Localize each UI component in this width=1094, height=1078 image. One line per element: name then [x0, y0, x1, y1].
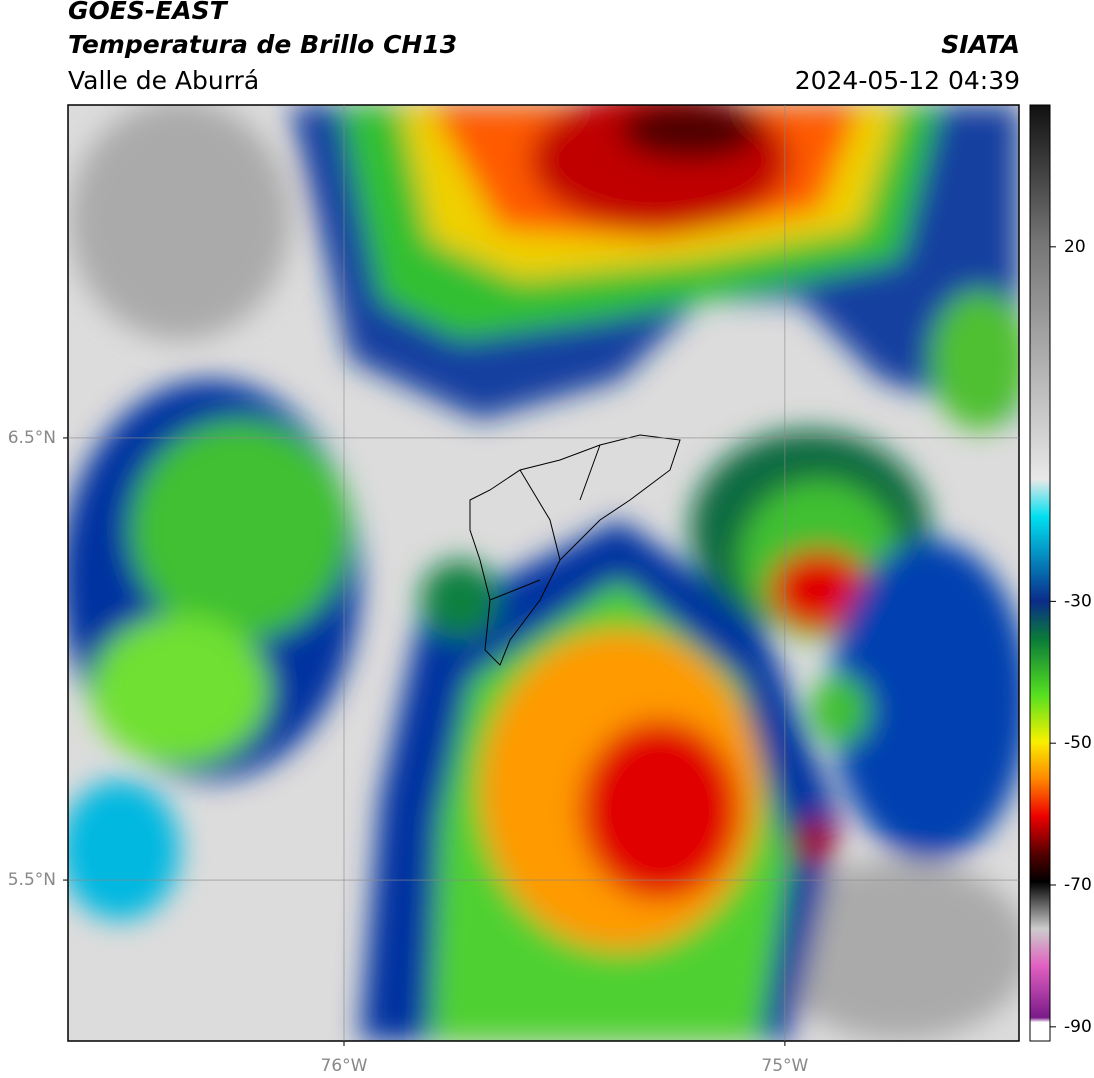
colorbar-label: -50 [1064, 733, 1092, 753]
colorbar [1029, 104, 1051, 1042]
x-tick-label: 75°W [761, 1056, 808, 1076]
colorbar-label: 20 [1064, 237, 1086, 257]
y-tick-label: 5.5°N [8, 870, 56, 890]
colorbar-label: -30 [1064, 591, 1092, 611]
region: Valle de Aburrá [68, 66, 260, 95]
subtitle: Temperatura de Brillo CH13 [68, 30, 458, 59]
colorbar-label: -90 [1064, 1017, 1092, 1037]
source: SIATA [941, 30, 1020, 59]
map-frame [67, 104, 1020, 1042]
x-tick-label: 76°W [321, 1056, 368, 1076]
timestamp: 2024-05-12 04:39 [794, 66, 1020, 95]
y-tick-label: 6.5°N [8, 428, 56, 448]
colorbar-label: -70 [1064, 875, 1092, 895]
title: GOES-EAST [68, 0, 227, 25]
imagery [68, 105, 1019, 1041]
